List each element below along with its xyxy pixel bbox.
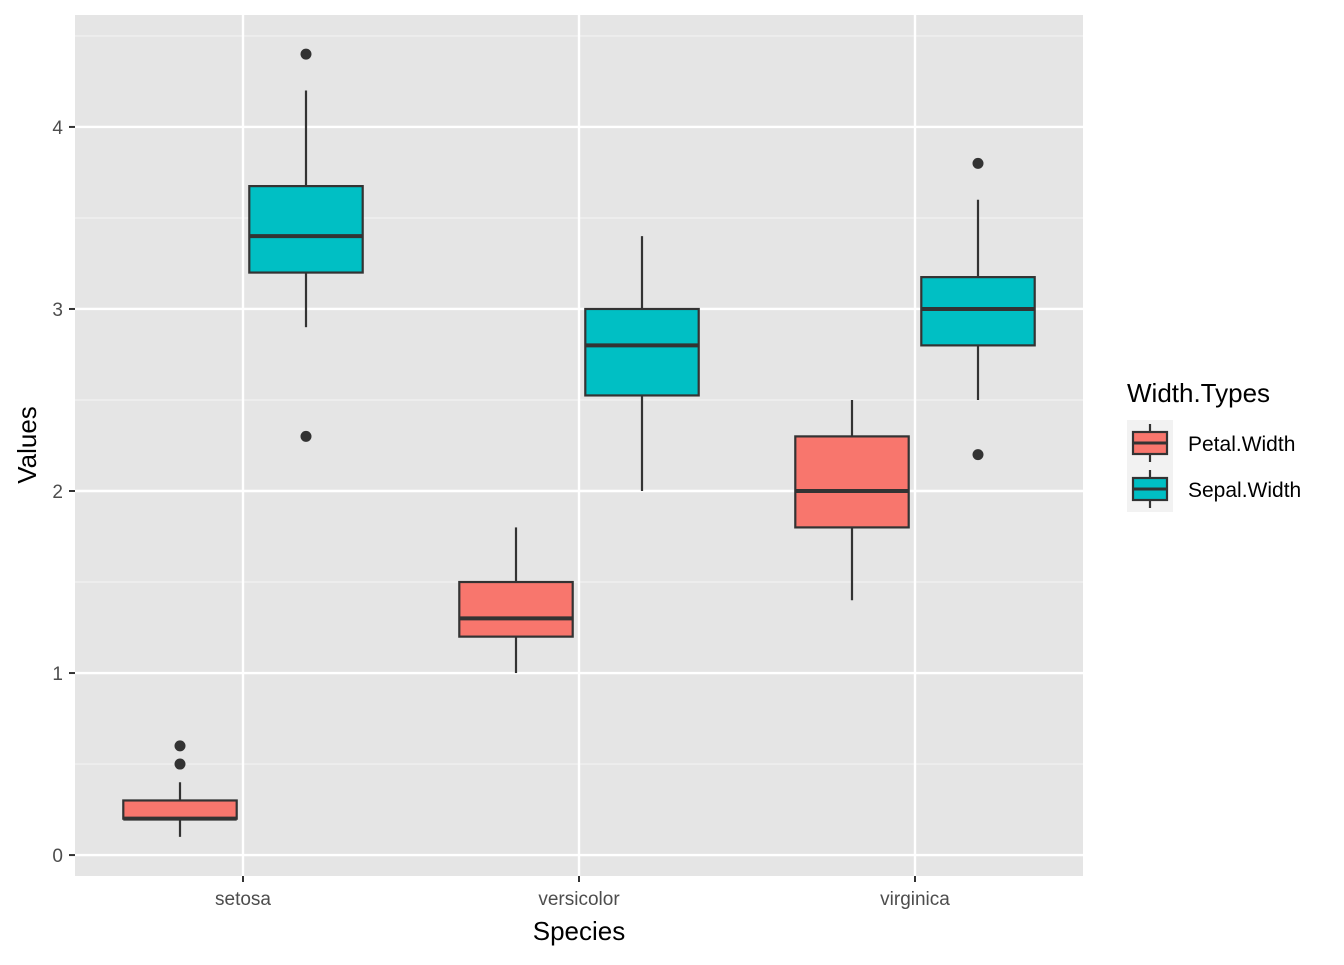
boxes	[122, 48, 1036, 837]
box-iqr	[122, 799, 238, 820]
outlier-point	[174, 740, 186, 752]
box-Petal.Width-versicolor	[458, 527, 574, 674]
y-tick-label: 3	[52, 300, 63, 321]
x-tick-label: setosa	[215, 889, 271, 910]
legend-label: Petal.Width	[1188, 433, 1295, 456]
y-tick-label: 2	[52, 482, 63, 503]
y-axis-label: Values	[12, 406, 42, 484]
box-Sepal.Width-setosa	[248, 48, 364, 442]
box-iqr	[584, 307, 700, 397]
outlier-point	[174, 758, 186, 770]
outlier-point	[972, 157, 984, 169]
y-tick-label: 1	[52, 664, 63, 685]
x-axis-label: Species	[533, 916, 626, 946]
box-Petal.Width-setosa	[122, 740, 238, 837]
legend-label: Sepal.Width	[1188, 479, 1301, 502]
box-Sepal.Width-versicolor	[584, 236, 700, 492]
box-iqr	[920, 276, 1036, 347]
box-iqr	[248, 185, 364, 274]
box-Petal.Width-virginica	[794, 399, 910, 601]
y-tick-label: 4	[52, 118, 63, 139]
outlier-point	[300, 430, 312, 442]
x-tick-label: versicolor	[538, 889, 620, 910]
y-tick-label: 0	[52, 846, 63, 867]
axes: 0 1 2 3 4 setosa versicolor virginica	[52, 118, 950, 910]
legend: Width.Types Petal.Width Sepal.Width	[1127, 378, 1301, 512]
box-Sepal.Width-virginica	[920, 157, 1036, 461]
outlier-point	[300, 48, 312, 60]
x-tick-label: virginica	[880, 889, 950, 910]
box-iqr	[458, 580, 574, 638]
outlier-point	[972, 449, 984, 461]
legend-title: Width.Types	[1127, 378, 1270, 408]
grid	[75, 15, 1083, 876]
box-iqr	[794, 435, 910, 529]
